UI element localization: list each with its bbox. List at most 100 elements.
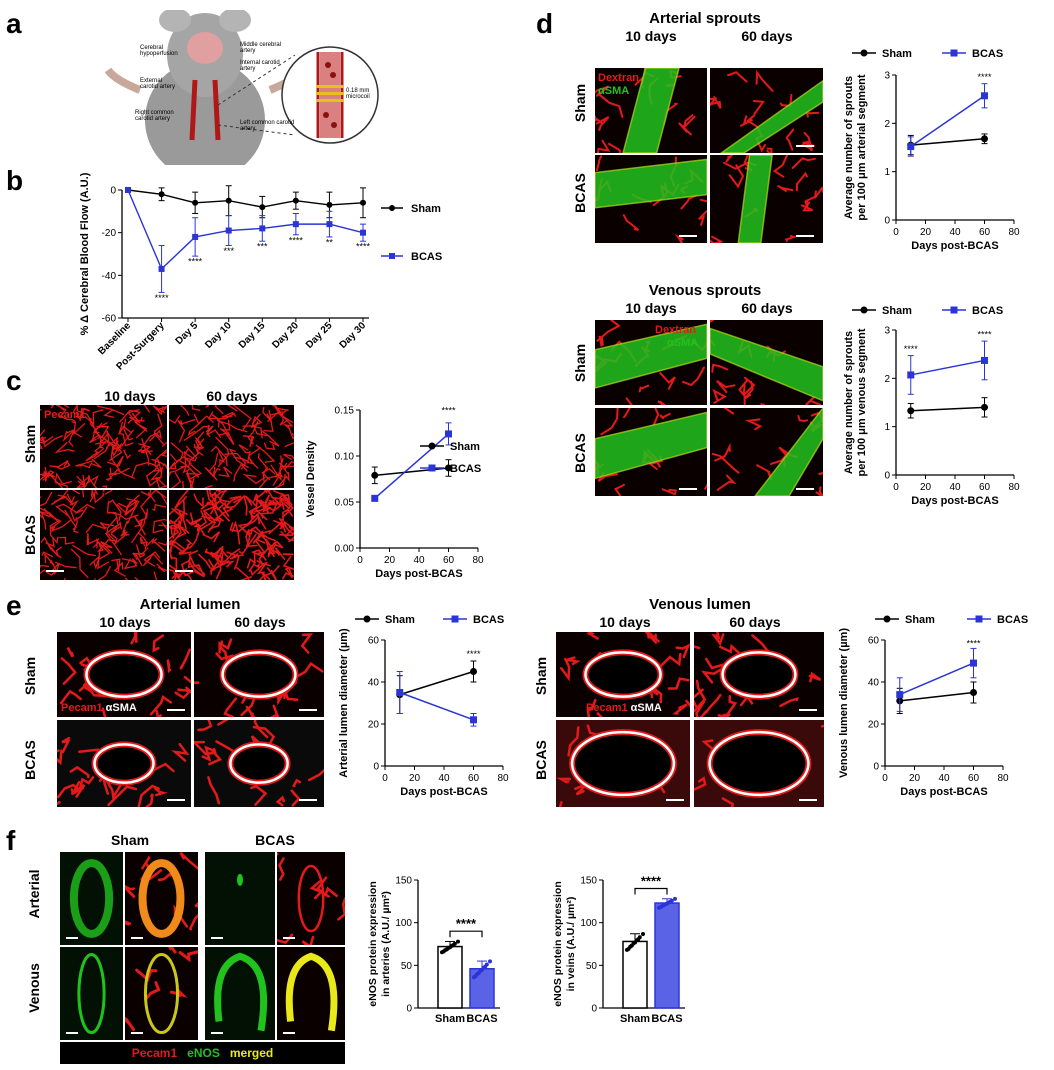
data-dot bbox=[451, 943, 456, 948]
micrograph-c-bcas-60d bbox=[169, 490, 294, 580]
micrograph-d-ven-sham-60d bbox=[710, 320, 823, 405]
panel-letter-a: a bbox=[6, 8, 22, 39]
y-tick-label: -20 bbox=[102, 228, 117, 239]
data-point-bcas bbox=[907, 371, 915, 379]
y-axis-label: eNOS protein expressionin arteries (A.U.… bbox=[367, 881, 392, 1006]
significance-bracket bbox=[634, 887, 668, 895]
data-dot bbox=[633, 940, 637, 945]
legend-label-bcas: BCAS bbox=[972, 48, 1003, 60]
micrograph-d-art-bcas-60d bbox=[710, 155, 823, 243]
significance-label: **** bbox=[966, 638, 981, 648]
micrograph-d-ven-bcas-60d bbox=[710, 408, 823, 496]
panel-letter-d: d bbox=[536, 8, 554, 39]
chart-d-venous-sprouts: 0 1 2 3 0 20 40 60 80 Days post-BCAS Average numbe… bbox=[843, 305, 1020, 507]
series-line-bcas bbox=[399, 691, 474, 721]
y-tick-label: 0.10 bbox=[335, 452, 355, 463]
y-axis-label: Venous lumen diameter (µm) bbox=[838, 628, 850, 778]
data-point-bcas bbox=[360, 229, 366, 236]
data-point-bcas bbox=[396, 689, 404, 696]
x-axis-label: Days post-BCAS bbox=[911, 240, 998, 252]
x-tick-label: 40 bbox=[949, 227, 961, 238]
legend-label-sham: Sham bbox=[450, 441, 480, 453]
label-right-common-carotid: Right common carotid artery bbox=[135, 110, 174, 122]
panel-letter-e: e bbox=[6, 590, 22, 621]
x-tick-label: 80 bbox=[997, 773, 1009, 784]
data-point-sham bbox=[225, 197, 232, 204]
f-header-bcas: BCAS bbox=[255, 832, 295, 848]
micrograph-f-ven-sham-enos bbox=[60, 947, 123, 1040]
d-art-stain1: Dextran bbox=[598, 72, 639, 84]
y-tick-label: 100 bbox=[580, 918, 597, 929]
e-ven-row-bcas: BCAS bbox=[533, 740, 549, 780]
y-tick-label: 2 bbox=[884, 374, 890, 385]
legend-marker bbox=[389, 205, 395, 211]
y-axis-label: Vessel Density bbox=[305, 440, 317, 518]
significance-label: **** bbox=[466, 649, 481, 659]
y-tick-label: 0 bbox=[884, 216, 890, 227]
x-tick-label: 20 bbox=[920, 482, 932, 493]
x-tick-label: BCAS bbox=[466, 1013, 497, 1025]
series-line-bcas bbox=[374, 433, 449, 499]
f-header-sham: Sham bbox=[110, 832, 150, 848]
d-ven-header-10days: 10 days bbox=[625, 300, 677, 316]
x-tick-label: 0 bbox=[382, 773, 388, 784]
significance-label: **** bbox=[289, 235, 304, 245]
e-ven-stain1: Pecam1 bbox=[586, 702, 628, 714]
label-microcoil: 0.18 mm microcoil bbox=[346, 88, 370, 100]
legend-label-bcas: BCAS bbox=[473, 614, 504, 626]
data-point-bcas bbox=[981, 356, 988, 364]
data-dot bbox=[488, 959, 492, 964]
e-art-header-10days: 10 days bbox=[99, 614, 151, 630]
legend-marker bbox=[363, 615, 371, 623]
chart-e-venous-lumen: 0 20 40 60 0 20 40 60 80 Days post-BCAS Venous lum… bbox=[838, 614, 1028, 798]
legend-marker bbox=[428, 464, 436, 472]
y-tick-label: 0 bbox=[591, 1004, 597, 1015]
x-tick-label: 20 bbox=[909, 773, 921, 784]
data-dot bbox=[483, 964, 488, 969]
data-point-sham bbox=[907, 407, 915, 415]
x-tick-label: Day 25 bbox=[304, 320, 335, 351]
e-art-header-60days: 60 days bbox=[234, 614, 286, 630]
legend-label-sham: Sham bbox=[385, 614, 415, 626]
e-ven-header-60days: 60 days bbox=[729, 614, 781, 630]
legend-marker bbox=[883, 615, 891, 623]
legend-label-sham: Sham bbox=[905, 614, 935, 626]
x-tick-label: 20 bbox=[384, 555, 396, 566]
micrograph-f-ven-bcas-merged bbox=[277, 947, 345, 1040]
x-tick-label: Sham bbox=[435, 1013, 465, 1025]
significance-bracket bbox=[449, 930, 483, 938]
data-point-bcas bbox=[259, 225, 266, 232]
series-line-bcas bbox=[910, 359, 985, 376]
panel-letter-c: c bbox=[6, 365, 22, 396]
legend-label-bcas: BCAS bbox=[450, 463, 481, 475]
x-tick-label: BCAS bbox=[651, 1013, 682, 1025]
y-tick-label: 3 bbox=[884, 326, 890, 337]
data-point-bcas bbox=[371, 494, 379, 502]
c-header-10days: 10 days bbox=[104, 388, 156, 404]
data-dot bbox=[441, 949, 446, 954]
f-row-venous: Venous bbox=[26, 963, 42, 1013]
x-tick-label: 60 bbox=[979, 482, 991, 493]
micrograph-d-art-bcas-10d bbox=[595, 155, 707, 243]
significance-label: ** bbox=[326, 237, 334, 247]
micrograph-f-art-bcas-enos bbox=[205, 852, 275, 945]
y-axis-label: % Δ Cerebral Blood Flow (A.U.) bbox=[79, 172, 91, 335]
c-row-bcas: BCAS bbox=[22, 515, 38, 555]
significance-label: **** bbox=[977, 329, 992, 339]
e-ven-row-sham: Sham bbox=[533, 656, 549, 696]
y-tick-label: 0.05 bbox=[335, 498, 355, 509]
x-tick-label: 80 bbox=[1008, 482, 1020, 493]
significance-label: **** bbox=[356, 242, 371, 252]
y-tick-label: 60 bbox=[368, 636, 380, 647]
x-tick-label: 80 bbox=[497, 773, 509, 784]
data-dot bbox=[626, 946, 631, 951]
data-dot bbox=[629, 943, 634, 948]
x-tick-label: 40 bbox=[438, 773, 450, 784]
x-tick-label: Day 10 bbox=[203, 320, 234, 351]
legend-label-sham: Sham bbox=[882, 305, 912, 317]
data-dot bbox=[661, 903, 666, 908]
data-dot bbox=[641, 932, 645, 937]
d-art-header-10days: 10 days bbox=[625, 28, 677, 44]
y-tick-label: 40 bbox=[368, 678, 380, 689]
